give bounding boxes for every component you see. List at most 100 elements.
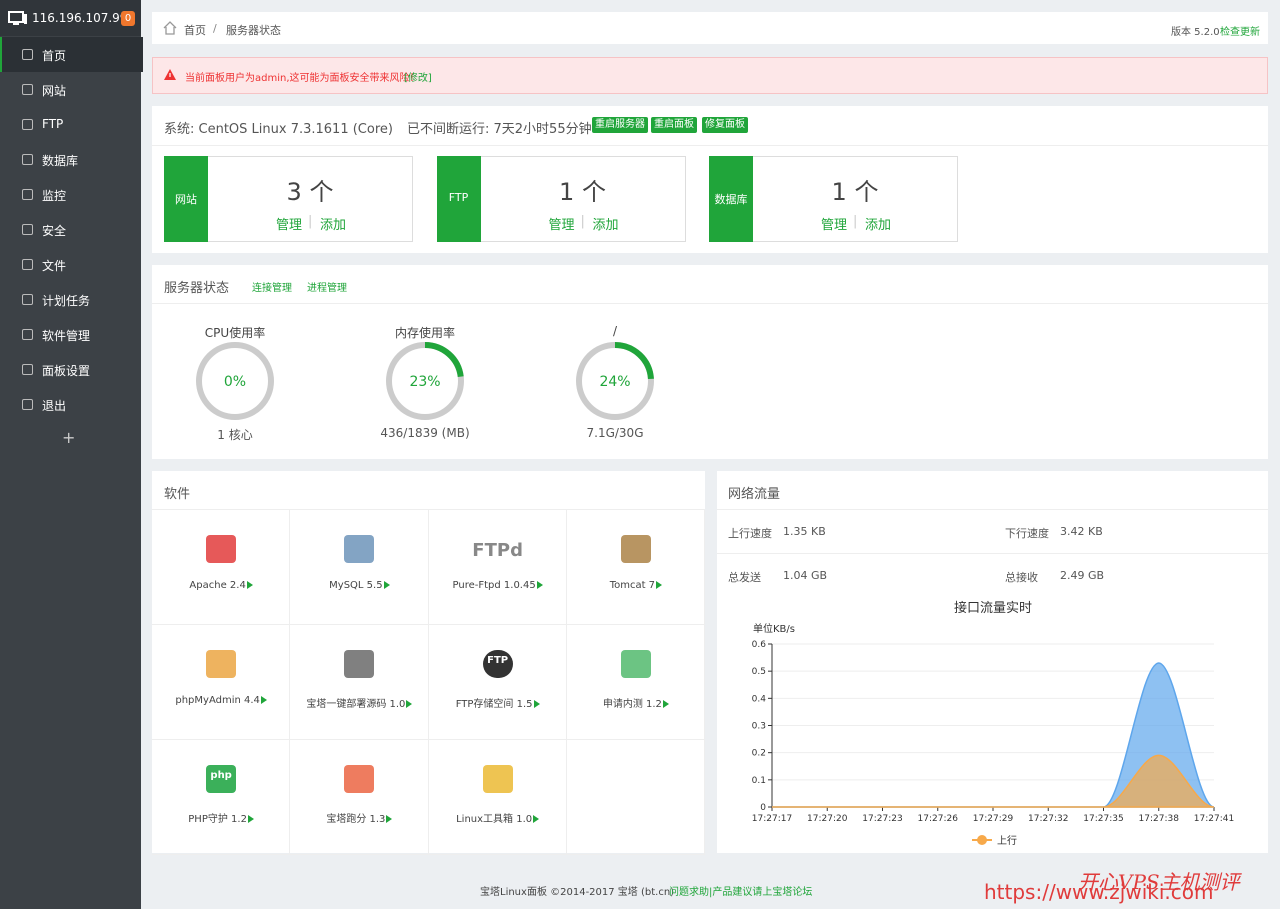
breadcrumb-bar xyxy=(152,12,1268,44)
action-button[interactable]: 重启面板 xyxy=(651,117,697,133)
menu-item[interactable]: 网站 xyxy=(42,84,67,98)
net-label: 下行速度 xyxy=(1005,527,1049,540)
add-link[interactable]: 添加 xyxy=(320,218,347,233)
manage-link[interactable]: 管理 xyxy=(821,218,848,233)
y-tick-label: 0.5 xyxy=(752,667,766,677)
software-name[interactable]: Linux工具箱 1.0 xyxy=(429,810,567,825)
divider xyxy=(152,145,1268,146)
software-icon xyxy=(620,535,651,563)
check-update[interactable]: 检查更新 xyxy=(1220,27,1260,38)
stat-count: 1 个 xyxy=(559,178,606,206)
net-value: 2.49 GB xyxy=(1060,569,1105,582)
manage-link[interactable]: 管理 xyxy=(276,218,303,233)
manage-link[interactable]: 管理 xyxy=(548,218,575,233)
menu-item[interactable]: FTP xyxy=(42,117,64,131)
y-tick-label: 0.1 xyxy=(752,776,766,786)
gauge: 24% xyxy=(576,342,654,420)
stat-label: 数据库 xyxy=(714,193,748,206)
divider xyxy=(717,553,1268,554)
x-tick-label: 17:27:38 xyxy=(1139,814,1180,824)
gauge-detail: 1 核心 xyxy=(217,428,253,442)
alert-link[interactable]: [修改] xyxy=(404,73,432,84)
gauge-value: 23% xyxy=(409,374,440,390)
status-panel xyxy=(152,265,1268,459)
gauge: 23% xyxy=(386,342,464,420)
stat-count: 3 个 xyxy=(286,178,334,206)
menu-item[interactable]: 退出 xyxy=(42,399,67,413)
gauge-arc xyxy=(576,342,654,420)
y-tick-label: 0.6 xyxy=(752,640,767,650)
footer-copyright: 宝塔Linux面板 ©2014-2017 宝塔 (bt.cn) xyxy=(480,887,675,898)
software-cell xyxy=(428,740,567,855)
menu-item[interactable]: 安全 xyxy=(42,224,67,238)
menu-icon xyxy=(22,399,33,410)
footer-help[interactable]: 问题求助|产品建议请上宝塔论坛 xyxy=(669,887,813,898)
add-link[interactable]: 添加 xyxy=(865,218,892,233)
software-icon xyxy=(482,650,513,678)
menu-item[interactable]: 计划任务 xyxy=(42,294,91,308)
gauge-value: 0% xyxy=(224,374,246,390)
arrow xyxy=(406,700,413,708)
net-value: 3.42 KB xyxy=(1060,525,1103,538)
software-name[interactable]: PHP守护 1.2 xyxy=(152,810,290,825)
software-name[interactable]: 宝塔跑分 1.3 xyxy=(290,810,428,825)
software-name[interactable]: MySQL 5.5 xyxy=(290,580,428,591)
breadcrumb-sep: / xyxy=(213,22,217,35)
software-cell xyxy=(428,510,567,625)
x-tick-label: 17:27:32 xyxy=(1028,814,1068,824)
software-name[interactable]: 申请内测 1.2 xyxy=(567,695,705,710)
link-sep: | xyxy=(580,214,585,229)
breadcrumb-home[interactable]: 首页 xyxy=(184,24,206,37)
menu-icon xyxy=(22,49,33,60)
area xyxy=(772,754,1215,808)
menu-item[interactable]: 监控 xyxy=(42,189,67,203)
notice-badge[interactable]: 0 xyxy=(121,11,135,26)
status-link[interactable]: 连接管理 xyxy=(252,283,292,294)
chart-title: 接口流量实时 xyxy=(954,600,1032,616)
software-name[interactable]: Tomcat 7 xyxy=(567,580,705,591)
menu-icon xyxy=(22,224,33,235)
net-label: 上行速度 xyxy=(728,527,772,540)
arrow xyxy=(533,700,540,708)
software-name[interactable]: FTP存储空间 1.5 xyxy=(429,695,567,710)
status-link[interactable]: 进程管理 xyxy=(307,283,347,294)
software-icon xyxy=(206,650,237,678)
software-icon xyxy=(482,765,513,793)
action-button[interactable]: 重启服务器 xyxy=(592,117,648,133)
x-tick-label: 17:27:41 xyxy=(1194,814,1234,824)
add-link[interactable]: 添加 xyxy=(592,218,619,233)
software-name[interactable]: 宝塔一键部署源码 1.0 xyxy=(290,695,428,710)
divider xyxy=(152,509,705,510)
menu-item[interactable]: 面板设置 xyxy=(42,364,91,378)
menu-item[interactable]: 首页 xyxy=(42,49,67,63)
menu-icon xyxy=(22,329,33,340)
stat-label: FTP xyxy=(448,191,469,204)
action-button[interactable]: 修复面板 xyxy=(702,117,748,133)
uptime: 已不间断运行: 7天2小时55分钟 xyxy=(407,122,592,137)
software-panel xyxy=(152,471,705,853)
divider xyxy=(717,509,1268,510)
software-name[interactable]: Apache 2.4 xyxy=(152,580,290,591)
gauge-title: / xyxy=(612,324,618,338)
menu-item[interactable]: 文件 xyxy=(42,259,67,273)
stat-label-box xyxy=(164,156,208,242)
menu-item[interactable]: 数据库 xyxy=(42,154,79,168)
y-tick-label: 0 xyxy=(760,803,766,813)
software-icon xyxy=(344,765,375,793)
gauge-title: 内存使用率 xyxy=(394,326,455,340)
arrow xyxy=(536,581,543,589)
software-name[interactable]: Pure-Ftpd 1.0.45 xyxy=(429,580,567,591)
net-label: 总发送 xyxy=(728,571,761,584)
x-tick-label: 17:27:29 xyxy=(973,814,1014,824)
menu-item[interactable]: 软件管理 xyxy=(42,329,91,343)
legend-dot xyxy=(977,835,987,845)
menu-add[interactable]: + xyxy=(62,428,76,447)
gauge-value: 24% xyxy=(599,374,630,390)
link-sep: | xyxy=(308,214,313,229)
alert-text: 当前面板用户为admin,这可能为面板安全带来风险！ xyxy=(185,73,420,84)
stat-label-box xyxy=(436,156,481,242)
software-name[interactable]: phpMyAdmin 4.4 xyxy=(152,695,290,706)
x-tick-label: 17:27:20 xyxy=(807,814,848,824)
warning-icon xyxy=(164,69,176,80)
